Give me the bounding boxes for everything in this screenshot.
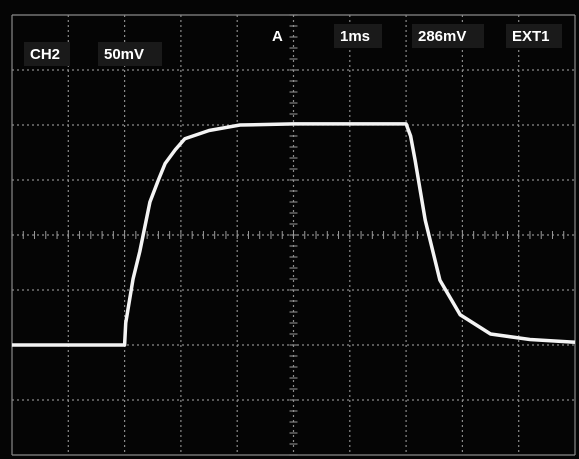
waveform bbox=[12, 122, 576, 347]
label-box bbox=[334, 24, 382, 48]
label-box bbox=[506, 24, 562, 48]
grid-layer bbox=[11, 14, 576, 456]
label-box bbox=[412, 24, 484, 48]
volts-per-div: 50mV bbox=[104, 46, 144, 63]
time-per-div: 1ms bbox=[340, 28, 370, 45]
channel-label: CH2 bbox=[30, 46, 60, 63]
label-box bbox=[24, 42, 70, 66]
trigger-level: 286mV bbox=[418, 28, 466, 45]
label-box bbox=[98, 42, 162, 66]
trigger-mode: A bbox=[272, 28, 283, 45]
trigger-source: EXT1 bbox=[512, 28, 550, 45]
